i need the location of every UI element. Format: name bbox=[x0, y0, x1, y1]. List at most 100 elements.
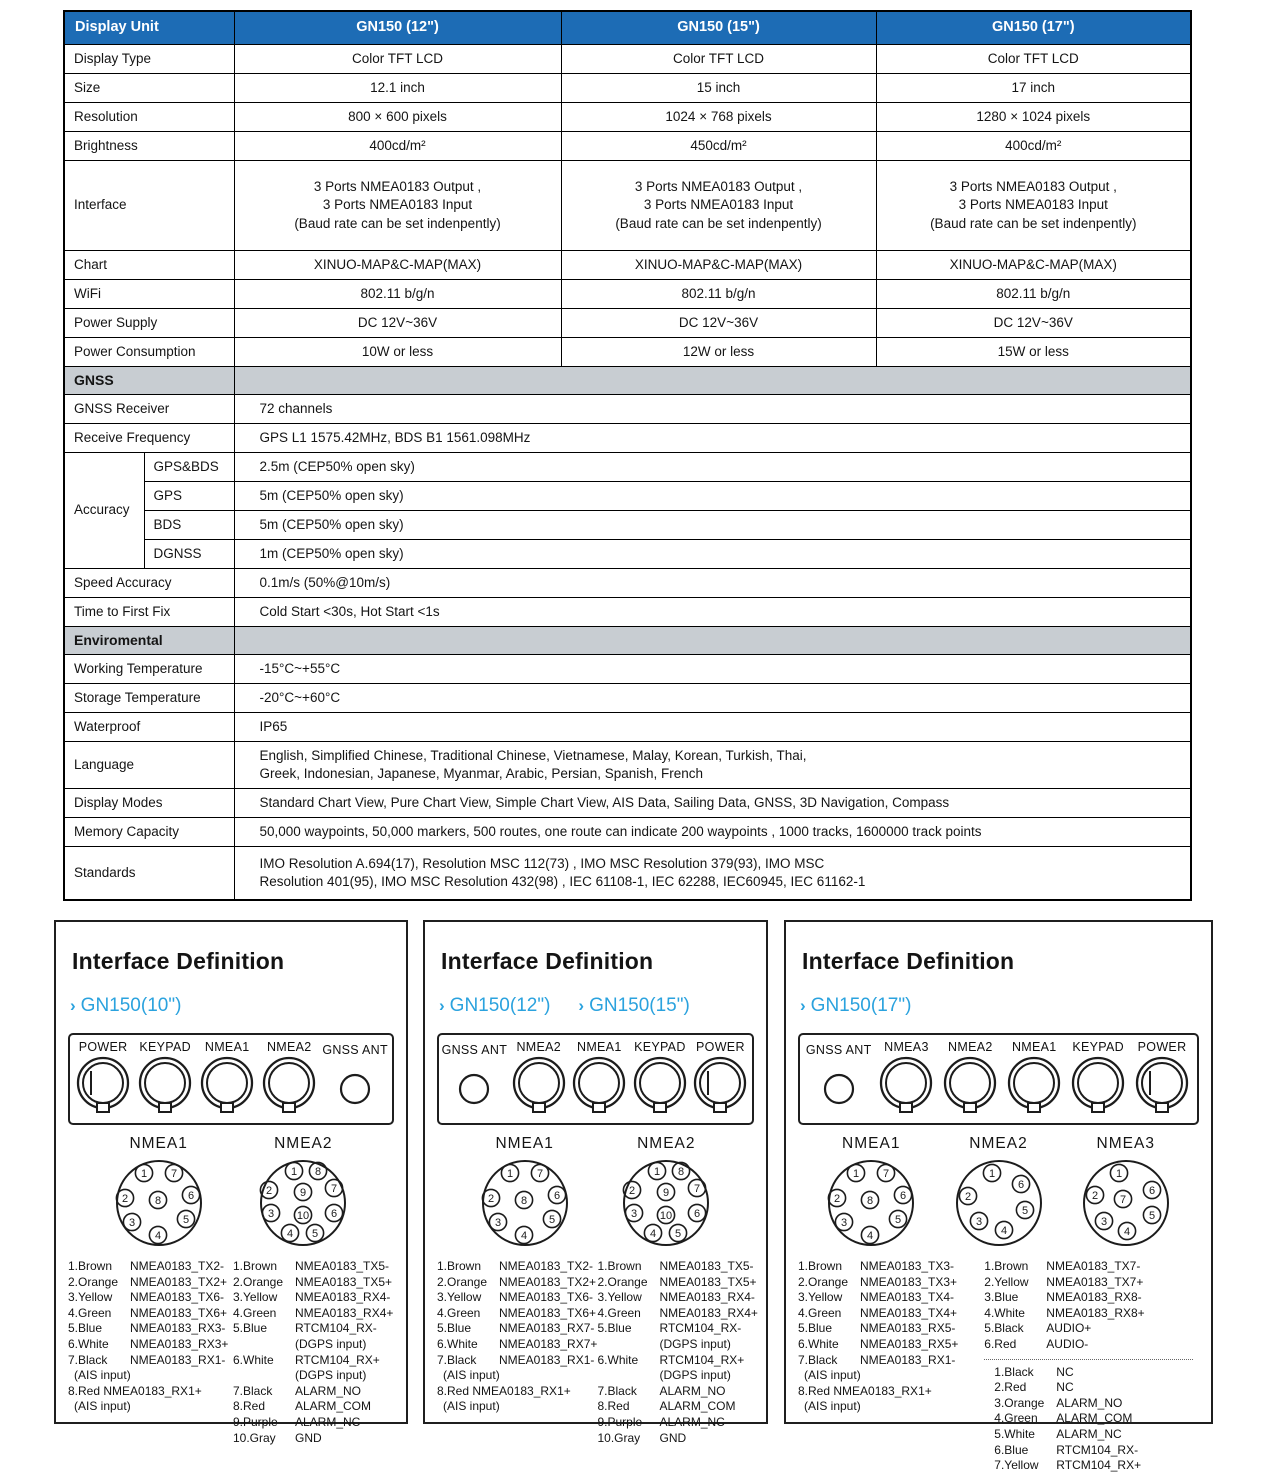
pin-color: 4.White bbox=[984, 1305, 1025, 1320]
port-nmea2: NMEA2 bbox=[260, 1040, 318, 1118]
svg-text:1: 1 bbox=[654, 1166, 660, 1178]
model-label: › GN150(17") bbox=[800, 995, 912, 1016]
svg-text:3: 3 bbox=[631, 1208, 637, 1220]
pin-color: 2.Orange bbox=[233, 1274, 284, 1289]
spec-row-label: Chart bbox=[63, 250, 235, 280]
pin-row: 5.White ALARM_NC bbox=[994, 1427, 1203, 1443]
pin-row: 6.White RTCM104_RX+ bbox=[598, 1353, 759, 1369]
pin-signal: AUDIO+ bbox=[1046, 1321, 1092, 1336]
pin-row: 6.Red AUDIO- bbox=[984, 1337, 1203, 1353]
pin-color: 1.Brown bbox=[233, 1259, 278, 1273]
spec-corner-header: Display Unit bbox=[63, 10, 235, 45]
spec-table: Display Unit GN150 (12") GN150 (15") GN150 … bbox=[63, 10, 1193, 901]
port-label: NMEA1 bbox=[577, 1040, 622, 1054]
pin-row: 2.Orange NMEA0183_TX5+ bbox=[233, 1275, 398, 1291]
svg-text:4: 4 bbox=[155, 1230, 161, 1242]
spec-row: Display Type Color TFT LCD Color TFT LCD Co… bbox=[63, 44, 1192, 74]
pin-note: (AIS input) bbox=[804, 1399, 861, 1414]
pin-row: 6.Blue RTCM104_RX- bbox=[994, 1443, 1203, 1459]
pin-color: 3.Yellow bbox=[437, 1290, 482, 1305]
spec-value: 0.1m/s (50%@10m/s) bbox=[233, 568, 1192, 598]
spec-column-header: GN150 (15") bbox=[560, 10, 877, 45]
spec-value: XINUO-MAP&C-MAP(MAX) bbox=[233, 250, 562, 280]
pin-color: 7.Yellow bbox=[994, 1458, 1039, 1473]
spec-value: 5m (CEP50% open sky) bbox=[233, 510, 1192, 540]
pin-row: 1.Brown NMEA0183_TX2- bbox=[68, 1259, 233, 1275]
port-label: GNSS ANT bbox=[441, 1043, 508, 1057]
svg-text:3: 3 bbox=[129, 1217, 135, 1229]
pin-color: 3.Orange bbox=[994, 1395, 1045, 1410]
pin-diagram: NMEA2 1 8 2 9 7 3 10 6 4 5 bbox=[618, 1135, 714, 1251]
spec-row: Language English, Simplified Chinese, Tra… bbox=[63, 741, 1192, 789]
svg-text:10: 10 bbox=[660, 1210, 672, 1222]
pin-signal: (DGPS input) bbox=[659, 1336, 731, 1351]
spec-row-label: Language bbox=[63, 741, 235, 789]
svg-text:4: 4 bbox=[1000, 1225, 1006, 1237]
spec-row-label: WiFi bbox=[63, 279, 235, 309]
pin-diagram-name: NMEA2 bbox=[274, 1135, 333, 1152]
pin-signal: ALARM_COM bbox=[295, 1399, 372, 1414]
pin-note: (AIS input) bbox=[443, 1368, 500, 1383]
pin-lists: 1.Brown NMEA0183_TX2- 2.Orange NMEA0183_TX2… bbox=[68, 1259, 398, 1446]
pin-row: 3.Yellow NMEA0183_RX4- bbox=[598, 1290, 759, 1306]
spec-section-row: Enviromental bbox=[63, 626, 1192, 655]
port-label: POWER bbox=[78, 1040, 128, 1054]
spec-value: 400cd/m² bbox=[875, 131, 1192, 161]
spec-row: Power Consumption 10W or less 12W or less 1… bbox=[63, 337, 1192, 367]
pin-diagram: NMEA1 1 7 2 8 6 3 4 5 bbox=[111, 1135, 207, 1251]
pin-signal: RTCM104_RX+ bbox=[1056, 1458, 1142, 1473]
antenna-connector-icon bbox=[335, 1057, 375, 1115]
pin-note: 8.Red NMEA0183_RX1+ bbox=[68, 1383, 202, 1398]
pin-list: 1.Brown NMEA0183_TX5- 2.Orange NMEA0183_TX5… bbox=[233, 1259, 398, 1446]
spec-value: 10W or less bbox=[233, 337, 562, 367]
spec-value: IMO Resolution A.694(17), Resolution MSC… bbox=[233, 846, 1192, 900]
din-connector-icon bbox=[510, 1054, 568, 1118]
spec-section-filler bbox=[233, 366, 1192, 395]
spec-row: Receive Frequency GPS L1 1575.42MHz, BDS … bbox=[63, 423, 1192, 453]
pin-signal: NMEA0183_RX4+ bbox=[659, 1305, 758, 1320]
pin-signal: NMEA0183_TX7- bbox=[1046, 1259, 1141, 1273]
pin-signal: NMEA0183_TX5- bbox=[659, 1259, 754, 1273]
pin-row: 1.Black NC bbox=[994, 1365, 1203, 1381]
svg-text:7: 7 bbox=[694, 1183, 700, 1195]
svg-text:8: 8 bbox=[678, 1166, 684, 1178]
svg-text:9: 9 bbox=[300, 1187, 306, 1199]
pin-list: 1.Brown NMEA0183_TX2- 2.Orange NMEA0183_TX2… bbox=[68, 1259, 233, 1415]
spec-value: Color TFT LCD bbox=[875, 44, 1192, 74]
pin-row: (DGPS input) bbox=[598, 1337, 759, 1353]
pin-note: 8.Red NMEA0183_RX1+ bbox=[798, 1383, 932, 1398]
pin-list: 1.Brown NMEA0183_TX3- 2.Orange NMEA0183_TX3… bbox=[798, 1259, 984, 1415]
port-nmea1: NMEA1 bbox=[1005, 1040, 1063, 1118]
pin-signal: NMEA0183_TX6- bbox=[130, 1290, 225, 1305]
pin-row: 3.Yellow NMEA0183_TX6- bbox=[68, 1290, 233, 1306]
pin-row: (DGPS input) bbox=[233, 1368, 398, 1384]
svg-text:5: 5 bbox=[312, 1228, 318, 1240]
pin-list-column: 1.Brown NMEA0183_TX5- 2.Orange NMEA0183_TX5… bbox=[233, 1259, 398, 1446]
pin-row: 4.Green NMEA0183_TX6+ bbox=[68, 1306, 233, 1322]
spec-row: Display Modes Standard Chart View, Pure C… bbox=[63, 788, 1192, 818]
pin-color: 2.Red bbox=[994, 1380, 1027, 1395]
pin-color: 6.White bbox=[798, 1336, 839, 1351]
spec-section-row: GNSS bbox=[63, 366, 1192, 395]
spec-value: 1024 × 768 pixels bbox=[560, 102, 877, 132]
din-connector-icon bbox=[631, 1054, 689, 1118]
pin-row: 4.White NMEA0183_RX8+ bbox=[984, 1306, 1203, 1322]
spec-row-label: Power Supply bbox=[63, 308, 235, 338]
pin-color: 4.Green bbox=[68, 1305, 112, 1320]
svg-text:9: 9 bbox=[663, 1187, 669, 1199]
pin-color: 8.Red bbox=[597, 1399, 630, 1414]
pin-color: 6.White bbox=[597, 1352, 639, 1367]
pin-color: 7.Black bbox=[68, 1352, 108, 1367]
pin-diagram: NMEA1 1 7 2 8 6 3 4 5 bbox=[477, 1135, 573, 1251]
port-label: KEYPAD bbox=[1072, 1040, 1124, 1054]
pin-row: 2.Orange NMEA0183_TX2+ bbox=[437, 1275, 598, 1291]
pin-color: 1.Brown bbox=[437, 1259, 482, 1273]
svg-text:1: 1 bbox=[291, 1166, 297, 1178]
pin-color: 5.Black bbox=[984, 1321, 1024, 1336]
svg-text:4: 4 bbox=[1124, 1226, 1130, 1238]
pin-color: 1.Brown bbox=[984, 1259, 1029, 1273]
model-label: › GN150(12") bbox=[439, 995, 551, 1016]
svg-text:1: 1 bbox=[507, 1168, 513, 1180]
din-connector-icon bbox=[941, 1054, 999, 1118]
panel-title: Interface Definition bbox=[72, 948, 285, 974]
